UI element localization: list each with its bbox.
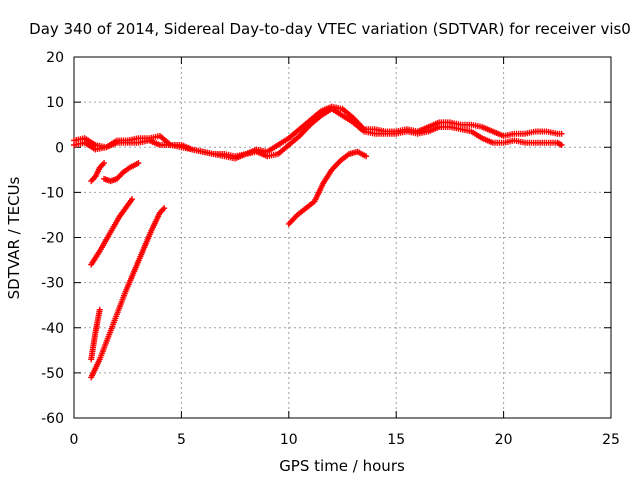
y-axis-label: SDTVAR / TECUs <box>5 176 23 299</box>
x-tick-label: 25 <box>602 432 620 448</box>
series-arc-line-b <box>88 205 168 381</box>
series-arc-line-a <box>88 196 135 268</box>
x-axis-label: GPS time / hours <box>279 457 405 475</box>
x-tick-label: 0 <box>70 432 79 448</box>
axis-ticks: 0 5 10 15 20 25 -60 -50 -40 -30 -20 -10 0 10 20 <box>41 50 620 448</box>
data-point <box>161 205 168 212</box>
y-tick-label: -20 <box>41 231 64 247</box>
data-point <box>135 160 142 167</box>
y-tick-label: 10 <box>46 95 64 111</box>
x-tick-label: 15 <box>387 432 405 448</box>
x-tick-label: 10 <box>280 432 298 448</box>
y-tick-label: -40 <box>41 321 64 337</box>
series-arc-early-a <box>88 160 108 185</box>
y-tick-label: 20 <box>46 50 64 66</box>
data-point <box>96 306 103 313</box>
y-tick-label: -10 <box>41 185 64 201</box>
y-tick-label: -50 <box>41 366 64 382</box>
x-tick-label: 5 <box>177 432 186 448</box>
grid <box>74 57 611 418</box>
data-point <box>558 141 565 148</box>
y-tick-label: -30 <box>41 276 64 292</box>
data-point <box>101 160 108 167</box>
y-tick-label: -60 <box>41 411 64 427</box>
y-tick-label: 0 <box>55 140 64 156</box>
x-tick-label: 20 <box>495 432 513 448</box>
series-arc-main-b <box>71 105 565 162</box>
data-point <box>128 196 135 203</box>
series-arc-main-a <box>71 103 565 160</box>
chart-title: Day 340 of 2014, Sidereal Day-to-day VTE… <box>29 20 631 38</box>
data-point <box>558 130 565 137</box>
data-point <box>363 153 370 160</box>
series-arc-early-b <box>101 160 142 185</box>
series-arc-short <box>88 306 103 363</box>
data-marks <box>71 103 565 381</box>
series-arc-mid <box>285 148 370 227</box>
